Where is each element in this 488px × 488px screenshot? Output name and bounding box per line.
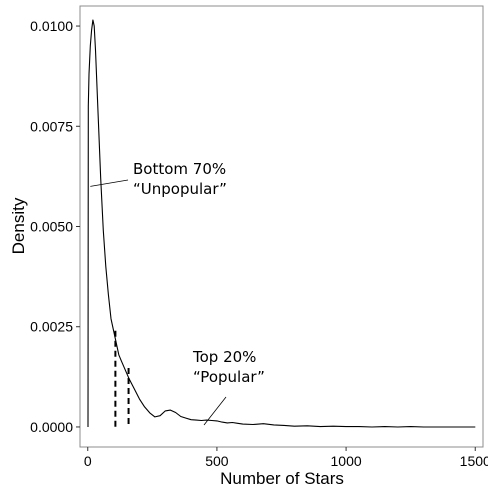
annotation-text: Top 20% “Popular” xyxy=(192,348,265,386)
cutoff-layer xyxy=(114,330,130,427)
y-tick-label: 0.0050 xyxy=(30,219,73,235)
annotation-text: Bottom 70% “Unpopular” xyxy=(133,160,227,198)
x-axis-title: Number of Stars xyxy=(220,469,344,488)
x-tick-label: 1500 xyxy=(460,453,488,469)
y-axis-title: Density xyxy=(9,197,28,254)
x-tick-label: 1000 xyxy=(331,453,362,469)
x-tick-label: 0 xyxy=(84,453,92,469)
annotation-line: “Popular” xyxy=(193,368,265,386)
y-tick-label: 0.0000 xyxy=(30,419,73,435)
annotation-leader-line xyxy=(203,396,227,426)
plot-panel xyxy=(79,5,484,448)
annotation-line: “Unpopular” xyxy=(133,180,227,198)
annotation-line: Bottom 70% xyxy=(133,160,226,178)
density-curve-line xyxy=(87,19,476,428)
series-layer xyxy=(87,19,476,428)
annotation-leader-line xyxy=(90,179,129,187)
annotation-layer: Bottom 70% “Unpopular” Top 20% “Popular” xyxy=(90,160,265,426)
y-tick-label: 0.0100 xyxy=(30,18,73,34)
x-axis: 0 500 1000 1500 xyxy=(84,447,488,469)
annotation-line: Top 20% xyxy=(192,348,256,366)
y-tick-label: 0.0075 xyxy=(30,118,73,134)
y-axis: 0.0000 0.0025 0.0050 0.0075 0.0100 xyxy=(30,18,80,435)
x-tick-label: 500 xyxy=(205,453,229,469)
y-tick-label: 0.0025 xyxy=(30,319,73,335)
